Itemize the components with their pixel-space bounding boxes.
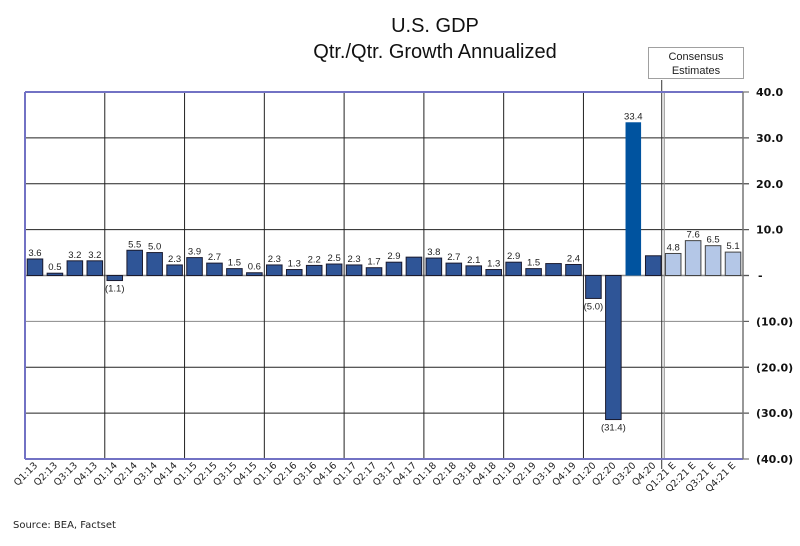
bar-q1-21-e [664,252,682,276]
bar-q2-20 [605,275,622,421]
data-label: 3.2 [68,250,81,261]
bars [26,122,742,421]
bar-q3-18 [465,265,483,276]
data-label: 1.3 [288,259,301,270]
bar-q2-15 [206,262,223,276]
y-tick-label: - [758,270,763,283]
x-axis-categories: Q1:13Q2:13Q3:13Q4:13Q1:14Q2:14Q3:14Q4:14… [12,460,738,495]
bar-q4-20 [644,255,662,276]
plot-frame [24,91,744,460]
data-label: 5.5 [128,239,141,250]
data-label: 2.3 [168,254,181,265]
bar-q3-20 [625,122,642,276]
data-label: 4.8 [667,242,680,253]
bar-q1-18 [425,257,443,277]
data-label: 1.3 [487,259,500,270]
bar-q2-21-e [684,240,702,276]
y-tick-label: 20.0 [756,178,783,191]
bar-q3-16 [305,264,323,277]
data-label: 3.2 [88,250,101,261]
bar-q4-15 [246,272,263,276]
bar-q3-21-e [704,245,722,276]
bar-q1-20 [585,275,602,299]
bar-q4-19 [565,263,582,276]
bar-q3-17 [385,261,403,277]
data-label: 3.6 [28,248,41,259]
y-tick-label: 10.0 [756,224,783,237]
bar-q3-14 [146,252,163,276]
data-label: 5.1 [726,241,739,252]
bar-q1-17 [345,264,363,277]
source-note: Source: BEA, Factset [13,520,116,531]
annotation-text: Consensus Estimates [668,51,724,77]
bar-q2-16 [285,269,303,277]
data-labels: 3.6 0.5 3.2 3.2 (1.1) 5.5 5.0 2.3 3.9 2.7 1.5 0.6 2.… [28,111,739,433]
data-label: 1.5 [527,258,540,269]
data-label: (1.1) [105,284,125,295]
bar-q4-18 [485,269,502,277]
data-label: 2.3 [347,254,360,265]
data-label: 1.5 [228,258,241,269]
chart-subtitle: Qtr./Qtr. Growth Annualized [313,41,557,63]
bar-q1-15 [186,257,203,277]
bar-q1-13 [26,258,44,276]
bar-q2-18 [445,262,463,276]
data-label: 33.4 [624,111,643,122]
data-label: 2.3 [268,254,281,265]
data-label: (5.0) [584,301,604,312]
y-tick-label: 30.0 [756,132,783,145]
data-label: 1.7 [367,257,380,268]
chart-title: U.S. GDP [391,15,479,37]
y-tick-label: (10.0) [756,315,793,328]
data-label: 6.5 [706,235,719,246]
y-tick-label: (40.0) [756,453,793,466]
y-tick-label: 40.0 [756,86,783,99]
bar-q3-13 [66,260,84,277]
bar-q1-16 [266,264,283,277]
data-label: 3.8 [427,247,440,258]
data-label: 2.5 [328,253,341,264]
bar-q3-15 [226,268,243,276]
data-label: 3.9 [188,247,201,258]
data-label: 2.9 [507,251,520,262]
data-label: 2.1 [467,255,480,266]
bar-q2-19 [525,268,542,276]
data-label: 2.4 [567,253,580,264]
consensus-estimates-annotation: Consensus Estimates [648,47,744,79]
bar-q4-21-e [724,251,742,276]
bar-q4-14 [166,264,183,277]
bar-q3-19 [545,263,562,277]
data-label: 5.0 [148,242,161,253]
bar-q4-17 [405,256,423,276]
data-label: 0.5 [48,262,61,273]
y-axis-ticks: 40.0 30.0 20.0 10.0 - (10.0) (20.0) (30.0) (40.0… [743,86,793,466]
data-label: (31.4) [601,423,626,434]
data-label: 7.6 [687,230,700,241]
y-tick-label: (30.0) [756,407,793,420]
bar-q2-14 [126,249,143,277]
data-label: 2.9 [387,251,400,262]
bar-q1-19 [505,261,522,277]
bar-q2-13 [46,272,64,276]
bar-q2-17 [365,267,383,277]
bar-q1-14 [106,275,124,282]
data-label: 2.7 [447,252,460,263]
data-label: 2.2 [308,254,321,265]
data-label: 2.7 [208,252,221,263]
bar-q4-13 [86,260,104,277]
data-label: 0.6 [248,262,261,273]
y-tick-label: (20.0) [756,361,793,374]
bar-q4-16 [325,263,343,276]
